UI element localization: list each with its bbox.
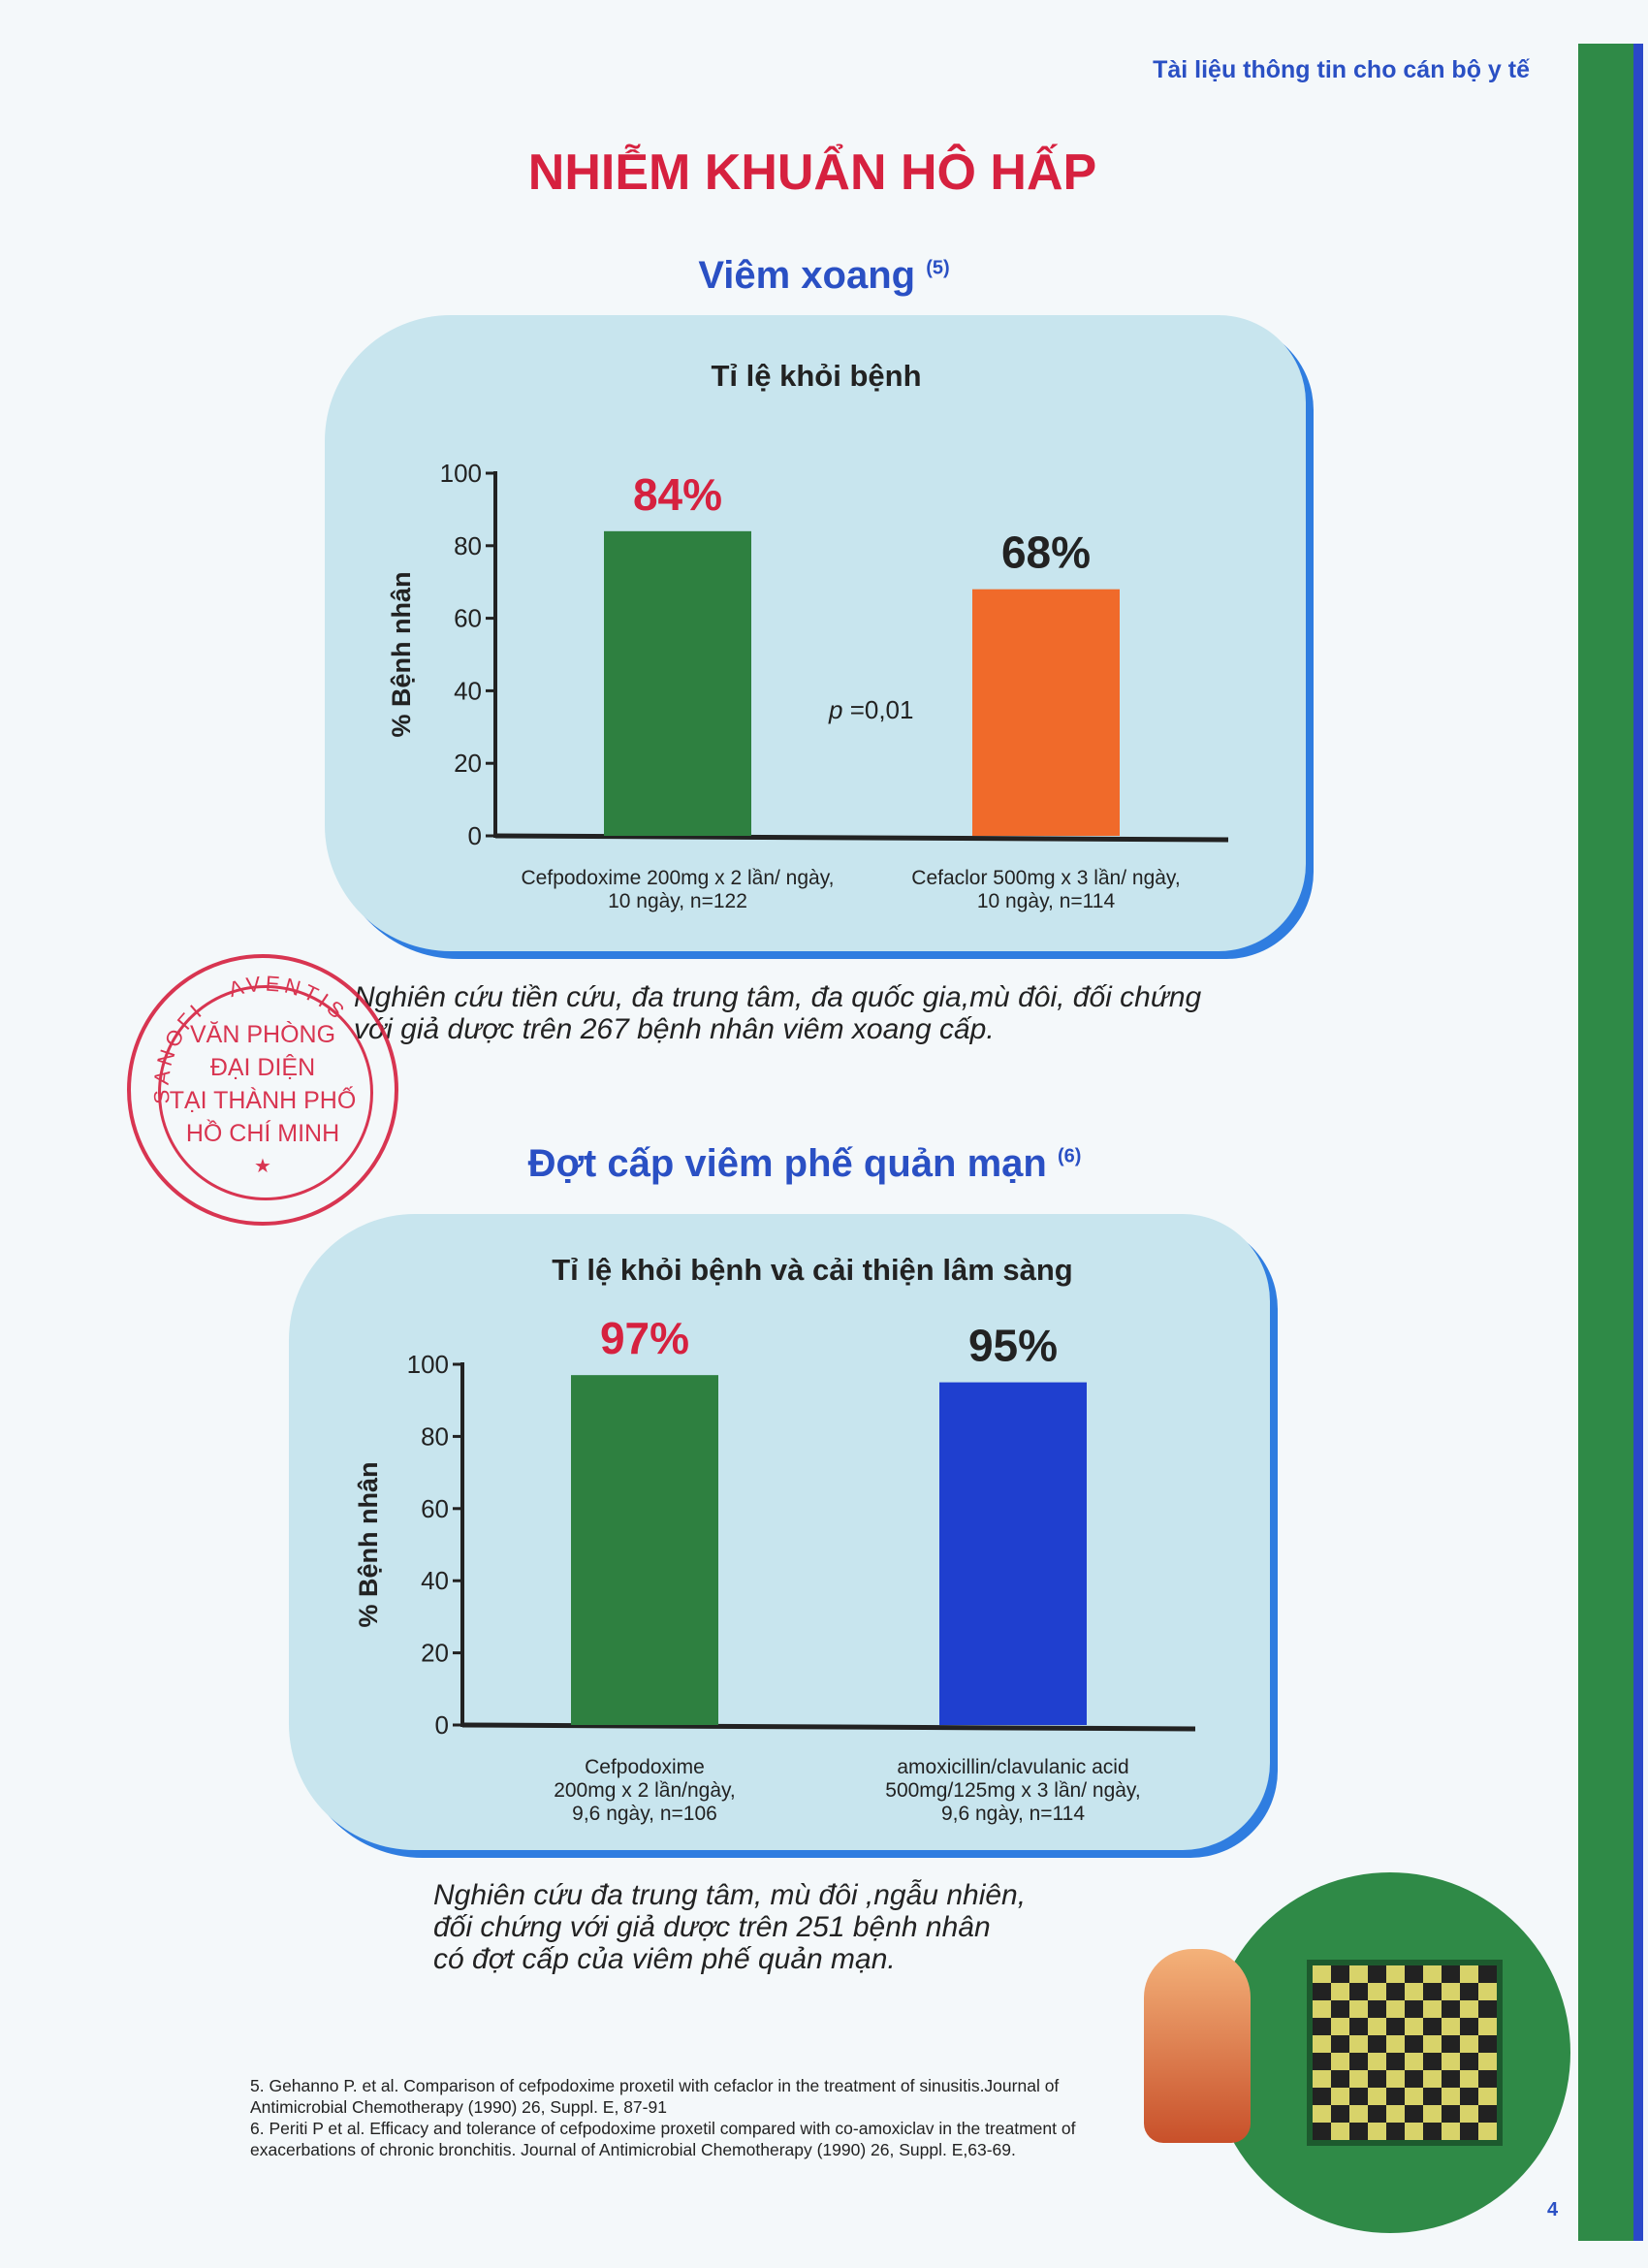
y-tick-label: 60 (421, 1494, 449, 1523)
section2-note: Nghiên cứu đa trung tâm, mù đôi ,ngẫu nh… (433, 1879, 1026, 1975)
note-line: với giả dược trên 267 bệnh nhân viêm xoa… (354, 1013, 995, 1045)
stamp-line: HỒ CHÍ MINH (185, 1120, 340, 1147)
x-axis (494, 833, 1229, 843)
bar (972, 589, 1120, 836)
y-tick-label: 0 (435, 1710, 449, 1740)
section1-ref: (5) (926, 257, 950, 279)
category-label: Cefpodoxime (585, 1756, 705, 1778)
y-tick-label: 80 (421, 1421, 449, 1451)
y-tick-label: 40 (421, 1566, 449, 1595)
y-tick-label: 20 (454, 749, 482, 778)
reference-6: 6. Periti P et al. Efficacy and toleranc… (250, 2119, 1076, 2159)
company-stamp: SANOFI - AVENTIS VĂN PHÒNG ĐẠI DIỆN TẠI … (127, 954, 398, 1226)
stamp-text: VĂN PHÒNG ĐẠI DIỆN TẠI THÀNH PHỐ HỒ CHÍ … (131, 1018, 395, 1183)
page-title: NHIỄM KHUẨN HÔ HẤP (527, 144, 1097, 201)
chart1-box (325, 315, 1306, 951)
chart-title: Tỉ lệ khỏi bệnh (711, 359, 921, 393)
y-axis-label: % Bệnh nhân (387, 571, 416, 737)
note-line: có đợt cấp của viêm phế quản mạn. (433, 1943, 896, 1975)
y-tick-label: 20 (421, 1639, 449, 1668)
pawn-icon (1144, 1949, 1251, 2143)
y-tick-label: 60 (454, 604, 482, 633)
x-axis (461, 1722, 1196, 1732)
note-line: Nghiên cứu đa trung tâm, mù đôi ,ngẫu nh… (433, 1879, 1027, 1911)
data-label: 97% (600, 1313, 689, 1363)
reference-5: 5. Gehanno P. et al. Comparison of cefpo… (250, 2076, 1060, 2117)
category-label: 9,6 ngày, n=114 (941, 1803, 1085, 1825)
green-side-strip (1578, 44, 1633, 2241)
category-label: 200mg x 2 lần/ngày, (554, 1779, 736, 1802)
category-label: 10 ngày, n=122 (608, 890, 747, 912)
stamp-line: VĂN PHÒNG (189, 1021, 336, 1048)
section1-heading: Viêm xoang (5) (0, 254, 1648, 298)
data-label: 84% (633, 469, 722, 520)
category-label: 10 ngày, n=114 (977, 890, 1116, 912)
section2-heading: Đợt cấp viêm phế quản mạn (6) (0, 1142, 1609, 1186)
header-tagline: Tài liệu thông tin cho cán bộ y tế (1153, 56, 1530, 83)
blue-side-strip (1633, 44, 1643, 2241)
data-label: 68% (1001, 527, 1091, 578)
category-label: 9,6 ngày, n=106 (572, 1803, 717, 1825)
star-icon: ★ (254, 1156, 271, 1177)
stamp-line: ĐẠI DIỆN (209, 1054, 316, 1081)
section1-heading-text: Viêm xoang (698, 254, 916, 297)
page-number: 4 (1547, 2199, 1559, 2220)
y-tick-label: 40 (454, 676, 482, 705)
category-label: amoxicillin/clavulanic acid (897, 1756, 1128, 1778)
bar (604, 530, 751, 836)
category-label: Cefaclor 500mg x 3 lần/ ngày, (911, 867, 1180, 889)
bar (939, 1382, 1087, 1725)
chess-illustration (1210, 1872, 1570, 2233)
y-tick-label: 0 (468, 821, 482, 850)
bar (571, 1375, 718, 1725)
y-tick-label: 100 (407, 1350, 449, 1379)
y-tick-label: 100 (440, 459, 482, 488)
stamp-inner-ring (158, 985, 373, 1200)
data-label: 95% (968, 1321, 1058, 1371)
y-axis-label: % Bệnh nhân (354, 1461, 383, 1627)
section2-heading-text: Đợt cấp viêm phế quản mạn (527, 1142, 1047, 1185)
note-line: Nghiên cứu tiền cứu, đa trung tâm, đa qu… (354, 981, 1202, 1013)
chessboard-image (1307, 1960, 1503, 2146)
section2-ref: (6) (1057, 1145, 1082, 1167)
p-value-annotation: p =0,01 (828, 695, 913, 724)
references: 5. Gehanno P. et al. Comparison of cefpo… (250, 2075, 1084, 2160)
chart2-box (289, 1214, 1270, 1850)
chart-title: Tỉ lệ khỏi bệnh và cải thiện lâm sàng (552, 1253, 1072, 1287)
category-label: Cefpodoxime 200mg x 2 lần/ ngày, (522, 867, 835, 889)
category-label: 500mg/125mg x 3 lần/ ngày, (885, 1779, 1140, 1802)
note-line: đối chứng với giả dược trên 251 bệnh nhâ… (433, 1911, 991, 1943)
y-tick-label: 80 (454, 531, 482, 560)
stamp-line: TẠI THÀNH PHỐ (169, 1087, 357, 1114)
section1-note: Nghiên cứu tiền cứu, đa trung tâm, đa qu… (354, 981, 1201, 1045)
